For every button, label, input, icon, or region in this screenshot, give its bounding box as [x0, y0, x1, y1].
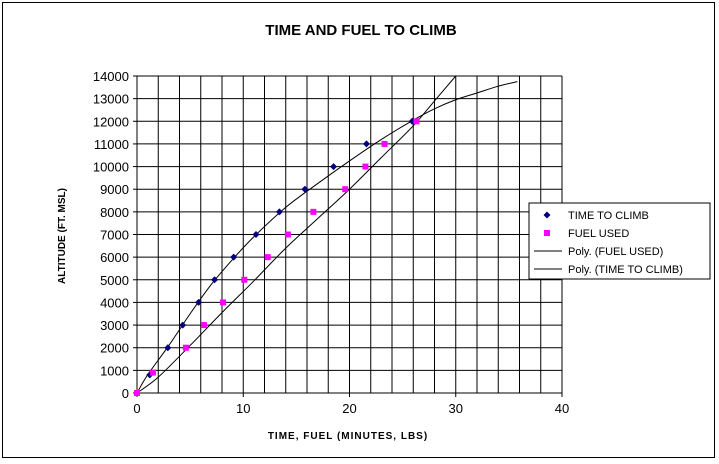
- point-time-to-climb: [230, 253, 238, 261]
- legend-label: Poly. (FUEL USED): [568, 246, 663, 258]
- y-tick-label: 0: [122, 386, 129, 401]
- data-points: [133, 117, 420, 397]
- y-tick-label: 11000: [94, 137, 129, 152]
- point-time-to-climb: [301, 185, 309, 193]
- point-time-to-climb: [179, 321, 187, 329]
- legend-label: TIME TO CLIMB: [568, 210, 649, 222]
- trendline-poly-time-to-climb: [136, 81, 518, 394]
- point-fuel-used: [200, 322, 207, 329]
- y-tick-label: 14000: [93, 69, 129, 84]
- x-tick-label: 10: [236, 401, 250, 416]
- y-tick-label: 6000: [100, 250, 129, 265]
- point-time-to-climb: [275, 208, 283, 216]
- y-tick-labels: 0 1000 2000 3000 4000 5000 6000 7000 8000 9000 100…: [93, 69, 129, 401]
- legend-label: FUEL USED: [568, 228, 629, 240]
- point-fuel-used: [362, 163, 369, 170]
- y-tick-label: 13000: [93, 92, 129, 107]
- legend-marker: [544, 230, 550, 236]
- point-time-to-climb: [363, 140, 370, 148]
- point-fuel-used: [241, 276, 248, 283]
- grid: [136, 75, 563, 394]
- axes: [133, 75, 563, 397]
- point-fuel-used: [381, 140, 388, 147]
- chart: TIME AND FUEL TO CLIMB 01000200030004000…: [57, 22, 711, 442]
- point-time-to-climb: [164, 344, 172, 352]
- legend-label: Poly. (TIME TO CLIMB): [568, 264, 683, 276]
- x-tick-label: 20: [342, 401, 356, 416]
- y-tick-label: 4000: [100, 295, 129, 310]
- point-fuel-used: [264, 254, 271, 261]
- point-time-to-climb: [330, 163, 338, 171]
- x-tick-label: 0: [133, 401, 140, 416]
- y-tick-label: 10000: [93, 160, 129, 175]
- chart-title: TIME AND FUEL TO CLIMB: [265, 22, 457, 39]
- y-tick-label: 3000: [100, 318, 129, 333]
- y-tick-label: 8000: [100, 205, 129, 220]
- legend: TIME TO CLIMB FUEL USED Poly. (FUEL USED) P…: [528, 202, 711, 280]
- point-fuel-used: [284, 231, 291, 238]
- point-fuel-used: [134, 390, 140, 396]
- y-axis-label: ALTITUDE (FT. MSL): [57, 188, 68, 284]
- point-fuel-used: [182, 344, 189, 351]
- point-fuel-used: [413, 118, 420, 125]
- point-fuel-used: [310, 208, 317, 215]
- legend-marker: [543, 211, 551, 219]
- legend-box: [528, 202, 711, 280]
- point-time-to-climb: [211, 276, 219, 284]
- x-tick-label: 40: [555, 401, 569, 416]
- x-tick-label: 30: [449, 401, 463, 416]
- y-tick-label: 7000: [100, 228, 129, 243]
- point-time-to-climb: [195, 298, 203, 306]
- y-tick-label: 2000: [100, 341, 129, 356]
- y-tick-label: 12000: [93, 114, 129, 129]
- x-axis-label: TIME, FUEL (MINUTES, LBS): [268, 431, 428, 442]
- y-tick-label: 5000: [100, 273, 129, 288]
- point-fuel-used: [342, 186, 349, 193]
- point-fuel-used: [149, 369, 156, 376]
- chart-frame: TIME AND FUEL TO CLIMB 0 1000 2000 3000 4000…: [2, 2, 715, 458]
- x-tick-labels: 0 10 20 30 40: [133, 401, 569, 416]
- y-tick-label: 1000: [100, 363, 129, 378]
- point-fuel-used: [220, 299, 227, 306]
- y-tick-label: 9000: [100, 182, 129, 197]
- point-time-to-climb: [252, 231, 260, 238]
